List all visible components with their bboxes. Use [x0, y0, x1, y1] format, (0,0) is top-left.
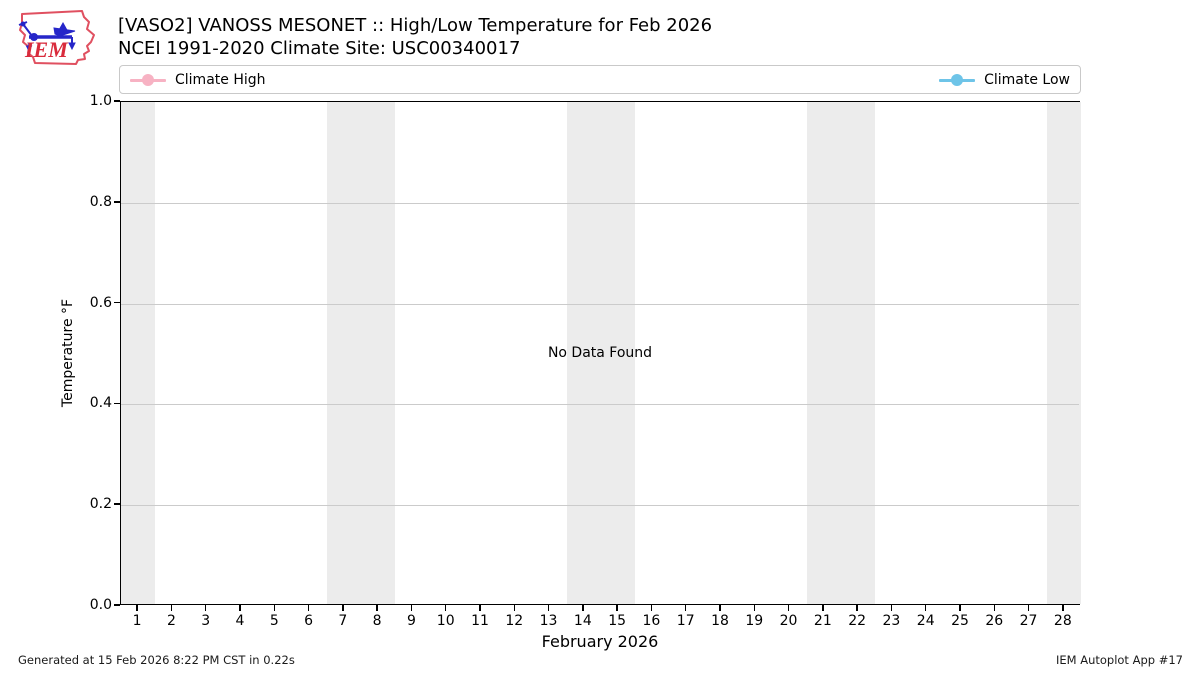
climate-low-marker-icon — [939, 73, 976, 86]
weekend-band — [326, 102, 396, 604]
x-tick-label: 16 — [642, 613, 661, 629]
y-tick-label: 0.0 — [89, 597, 112, 613]
x-tick-mark — [1027, 605, 1030, 611]
x-tick-mark — [993, 605, 996, 611]
gridline — [121, 404, 1079, 406]
y-tick-label: 0.4 — [89, 395, 112, 412]
gridline — [121, 202, 1079, 204]
x-tick-mark — [410, 605, 413, 611]
x-tick-label: 27 — [1019, 613, 1038, 629]
x-tick-label: 15 — [608, 613, 627, 629]
no-data-message: No Data Found — [547, 345, 653, 361]
x-tick-label: 12 — [505, 613, 524, 629]
x-tick-label: 1 — [132, 613, 142, 629]
title-block: [VASO2] VANOSS MESONET :: High/Low Tempe… — [118, 14, 712, 60]
y-tick-mark — [114, 402, 120, 405]
x-tick-label: 23 — [882, 613, 901, 629]
x-tick-mark — [479, 605, 481, 611]
climate-high-dot — [142, 73, 154, 86]
weekend-band — [1046, 102, 1081, 604]
x-tick-mark — [273, 605, 276, 611]
legend-item-climate-high: Climate High — [130, 72, 266, 88]
x-tick-label: 6 — [304, 613, 314, 629]
iem-logo-text: IEM — [24, 37, 69, 62]
x-tick-mark — [959, 605, 961, 611]
x-tick-label: 26 — [985, 613, 1004, 629]
weekend-band — [806, 102, 876, 604]
x-tick-mark — [856, 605, 858, 611]
x-tick-mark — [513, 605, 516, 611]
x-tick-mark — [719, 605, 721, 611]
y-tick-mark — [114, 100, 120, 102]
y-tick-mark — [114, 301, 120, 304]
x-tick-label: 17 — [676, 613, 695, 629]
x-tick-label: 22 — [848, 613, 867, 629]
footer-app-text: IEM Autoplot App #17 — [1055, 653, 1183, 667]
x-tick-label: 11 — [471, 613, 489, 629]
plot-area: No Data Found — [120, 101, 1081, 605]
climate-low-dot — [951, 73, 964, 86]
x-tick-label: 13 — [539, 613, 558, 629]
x-tick-label: 25 — [951, 613, 969, 629]
x-tick-label: 18 — [711, 613, 729, 629]
x-tick-mark — [136, 605, 138, 611]
legend: Climate High Climate Low — [119, 65, 1081, 94]
x-tick-label: 8 — [372, 613, 382, 629]
y-tick-mark — [114, 604, 120, 606]
x-tick-mark — [822, 605, 824, 611]
x-tick-label: 9 — [406, 613, 416, 629]
footer-generated-text: Generated at 15 Feb 2026 8:22 PM CST in … — [18, 653, 295, 667]
y-tick-label: 1.0 — [89, 93, 112, 109]
x-tick-label: 4 — [235, 613, 245, 629]
x-tick-mark — [342, 605, 344, 611]
x-tick-mark — [753, 605, 756, 611]
gridline — [121, 505, 1079, 507]
y-tick-mark — [114, 503, 120, 505]
x-tick-label: 10 — [436, 613, 455, 629]
x-tick-mark — [547, 605, 550, 611]
x-tick-mark — [787, 605, 790, 611]
legend-item-climate-low: Climate Low — [939, 72, 1070, 88]
page-title: [VASO2] VANOSS MESONET :: High/Low Tempe… — [118, 15, 713, 36]
x-tick-mark — [616, 605, 618, 611]
y-tick-label: 0.8 — [89, 193, 112, 210]
y-tick-label: 0.6 — [89, 294, 112, 311]
x-tick-label: 3 — [201, 613, 211, 629]
x-tick-mark — [307, 605, 310, 611]
x-tick-label: 24 — [916, 613, 935, 629]
x-tick-label: 14 — [573, 613, 592, 629]
x-tick-mark — [582, 605, 584, 611]
x-tick-label: 19 — [745, 613, 764, 629]
x-tick-label: 7 — [338, 613, 348, 629]
x-tick-label: 2 — [166, 613, 176, 629]
y-tick-mark — [114, 201, 120, 203]
x-tick-mark — [890, 605, 893, 611]
iem-logo: IEM — [18, 10, 95, 65]
x-tick-mark — [444, 605, 447, 611]
x-tick-mark — [204, 605, 207, 611]
x-tick-mark — [170, 605, 173, 611]
x-tick-mark — [376, 605, 378, 611]
weekend-band — [566, 102, 636, 604]
x-tick-mark — [1062, 605, 1064, 611]
x-tick-label: 20 — [779, 613, 798, 629]
page-subtitle: NCEI 1991-2020 Climate Site: USC00340017 — [118, 38, 521, 59]
x-tick-label: 28 — [1053, 613, 1072, 629]
x-tick-label: 21 — [813, 613, 832, 629]
x-tick-label: 5 — [269, 613, 279, 629]
climate-high-marker-icon — [130, 73, 166, 86]
weather-vane-icon — [18, 21, 76, 53]
y-tick-label: 0.2 — [89, 496, 112, 513]
x-tick-mark — [239, 605, 241, 611]
weekend-band — [121, 102, 156, 604]
x-axis-label: February 2026 — [541, 632, 659, 651]
legend-label-climate-low: Climate Low — [984, 71, 1070, 88]
x-tick-mark — [924, 605, 927, 611]
x-tick-mark — [684, 605, 687, 611]
gridline — [121, 303, 1079, 305]
y-axis-label: Temperature °F — [60, 298, 76, 408]
legend-label-climate-high: Climate High — [175, 71, 266, 88]
x-tick-mark — [650, 605, 653, 611]
